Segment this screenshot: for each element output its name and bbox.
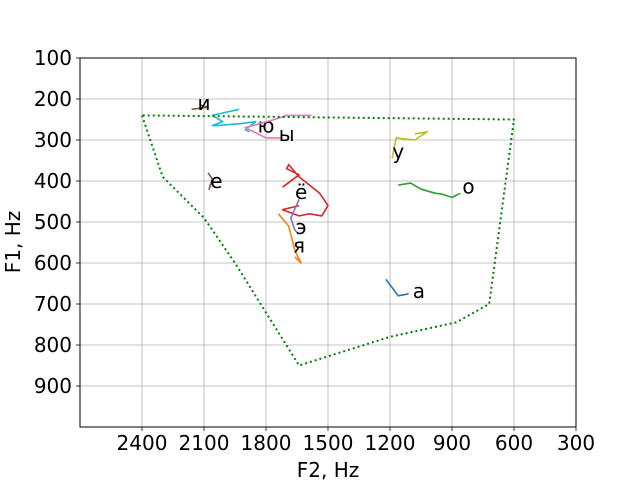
y-axis-label: F1, Hz <box>1 211 25 273</box>
series-label: о <box>462 174 474 198</box>
grid <box>80 57 577 427</box>
ticks: 2400 2100 1800 1500 1200 900 600 300 100 200 300 40… <box>34 46 595 455</box>
x-axis-label: F2, Hz <box>297 458 359 480</box>
series-label: и <box>198 91 211 115</box>
y-tick-label: 400 <box>34 169 72 193</box>
y-tick-label: 300 <box>34 128 72 152</box>
series-label: ы <box>279 122 295 146</box>
series-line <box>244 114 312 139</box>
x-tick-label: 600 <box>495 431 533 455</box>
y-tick-label: 600 <box>34 251 72 275</box>
x-tick-label: 2100 <box>179 431 230 455</box>
y-tick-label: 200 <box>34 87 72 111</box>
y-tick-label: 700 <box>34 292 72 316</box>
y-tick-label: 900 <box>34 374 72 398</box>
series-line <box>385 278 409 297</box>
series-label: ё <box>295 180 307 204</box>
x-tick-label: 300 <box>557 431 595 455</box>
series-line <box>207 172 214 190</box>
series-label: е <box>210 169 222 193</box>
series-line <box>398 182 461 199</box>
series-line <box>277 213 302 264</box>
series-label: а <box>413 279 425 303</box>
x-tick-label: 1200 <box>365 431 416 455</box>
y-tick-label: 500 <box>34 210 72 234</box>
series-label: у <box>392 139 404 163</box>
series-label: я <box>293 233 305 257</box>
x-tick-label: 1800 <box>241 431 292 455</box>
x-tick-label: 1500 <box>303 431 354 455</box>
y-tick-label: 100 <box>34 46 72 70</box>
x-tick-label: 900 <box>433 431 471 455</box>
series-line <box>191 104 209 111</box>
series-line <box>391 131 429 159</box>
series-line <box>281 163 329 217</box>
series-label: э <box>296 215 307 239</box>
series-label: ю <box>258 114 275 138</box>
series-layer: и ю ы у е о ёэя а <box>141 91 515 367</box>
series-line <box>141 114 515 367</box>
x-tick-label: 2400 <box>117 431 168 455</box>
series-line <box>289 199 300 235</box>
y-tick-label: 800 <box>34 333 72 357</box>
